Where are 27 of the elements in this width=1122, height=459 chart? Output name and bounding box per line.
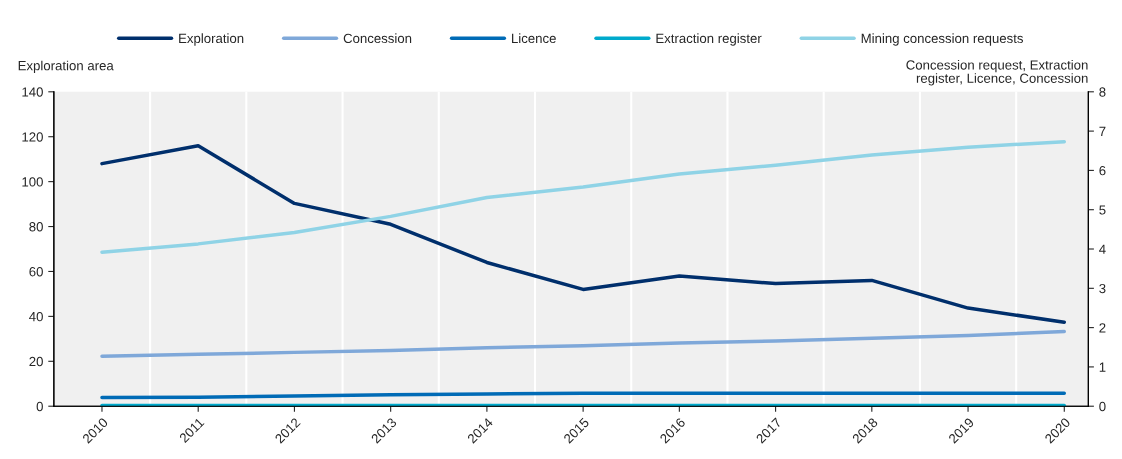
y2-axis-title: Concession request, Extraction register, Licence, Concession: [906, 59, 1088, 86]
y-tick-label: 40: [29, 311, 43, 322]
y2-tick-label: 1: [1099, 362, 1106, 372]
y-tick-label: 80: [29, 222, 43, 232]
y2-tick-label: 8: [1099, 87, 1106, 97]
y2-tick-label: 7: [1099, 126, 1106, 136]
y-tick-label: 20: [29, 356, 43, 367]
y2-tick-label: 3: [1099, 283, 1106, 294]
legend-label: Mining concession requests: [861, 33, 1024, 46]
y-axis-title: Exploration area: [18, 60, 114, 73]
line-series: [100, 329, 1067, 359]
y-tick-label: 100: [22, 177, 43, 187]
legend-label: Licence: [512, 33, 556, 44]
y2-tick-label: 2: [1099, 323, 1106, 333]
y2-tick-label: 4: [1099, 244, 1106, 254]
legend-label: Exploration: [179, 33, 244, 46]
line-series: [100, 139, 1067, 254]
y2-tick-label: 0: [1099, 401, 1106, 412]
y-tick-label: 60: [29, 267, 43, 277]
line-series: [100, 143, 1067, 324]
y-tick-label: 120: [22, 132, 43, 142]
legend-label: Concession: [343, 33, 412, 44]
y2-tick-label: 5: [1099, 205, 1106, 215]
y-tick-label: 140: [22, 87, 43, 97]
y2-tick-label: 6: [1099, 165, 1106, 176]
y-tick-label: 0: [36, 401, 43, 412]
legend-label: Extraction register: [656, 33, 762, 46]
